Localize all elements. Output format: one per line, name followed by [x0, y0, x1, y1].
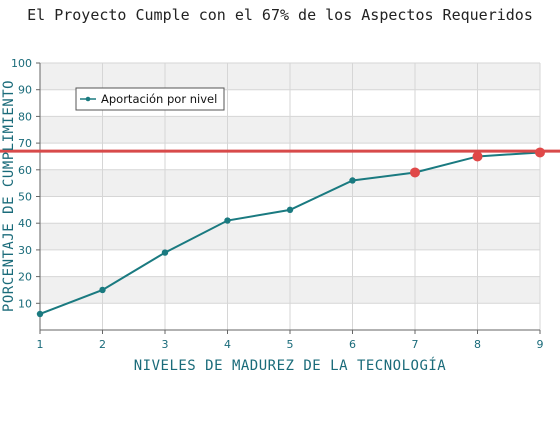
data-point	[349, 177, 355, 183]
x-tick-label: 9	[537, 338, 544, 351]
x-ticks: 1 2 3 4 5 6 7 8 9	[37, 330, 544, 351]
y-tick-label: 50	[18, 191, 32, 204]
x-tick-label: 6	[349, 338, 356, 351]
y-tick-label: 80	[18, 110, 32, 123]
x-tick-label: 7	[412, 338, 419, 351]
chart-title: El Proyecto Cumple con el 67% de los Asp…	[27, 6, 533, 24]
y-tick-label: 70	[18, 137, 32, 150]
y-tick-label: 10	[18, 297, 32, 310]
y-tick-label: 100	[11, 57, 32, 70]
x-tick-label: 2	[99, 338, 106, 351]
x-tick-label: 8	[474, 338, 481, 351]
data-point	[99, 287, 105, 293]
y-tick-label: 30	[18, 244, 32, 257]
data-point	[37, 311, 43, 317]
x-tick-label: 4	[224, 338, 231, 351]
data-point	[224, 217, 230, 223]
highlight-point	[473, 151, 483, 161]
y-axis-title: PORCENTAJE DE CUMPLIMIENTO	[1, 80, 17, 312]
legend: Aportación por nivel	[76, 88, 224, 110]
y-tick-label: 60	[18, 164, 32, 177]
x-axis-title: NIVELES DE MADUREZ DE LA TECNOLOGÍA	[134, 357, 447, 374]
y-tick-label: 40	[18, 217, 32, 230]
data-point	[287, 207, 293, 213]
y-tick-label: 20	[18, 271, 32, 284]
x-tick-label: 5	[287, 338, 294, 351]
x-tick-label: 1	[37, 338, 44, 351]
y-tick-label: 90	[18, 84, 32, 97]
legend-marker	[86, 97, 91, 102]
data-point	[162, 249, 168, 255]
highlight-point	[410, 167, 420, 177]
highlight-point	[535, 147, 545, 157]
x-tick-label: 3	[162, 338, 169, 351]
legend-label: Aportación por nivel	[101, 92, 217, 106]
